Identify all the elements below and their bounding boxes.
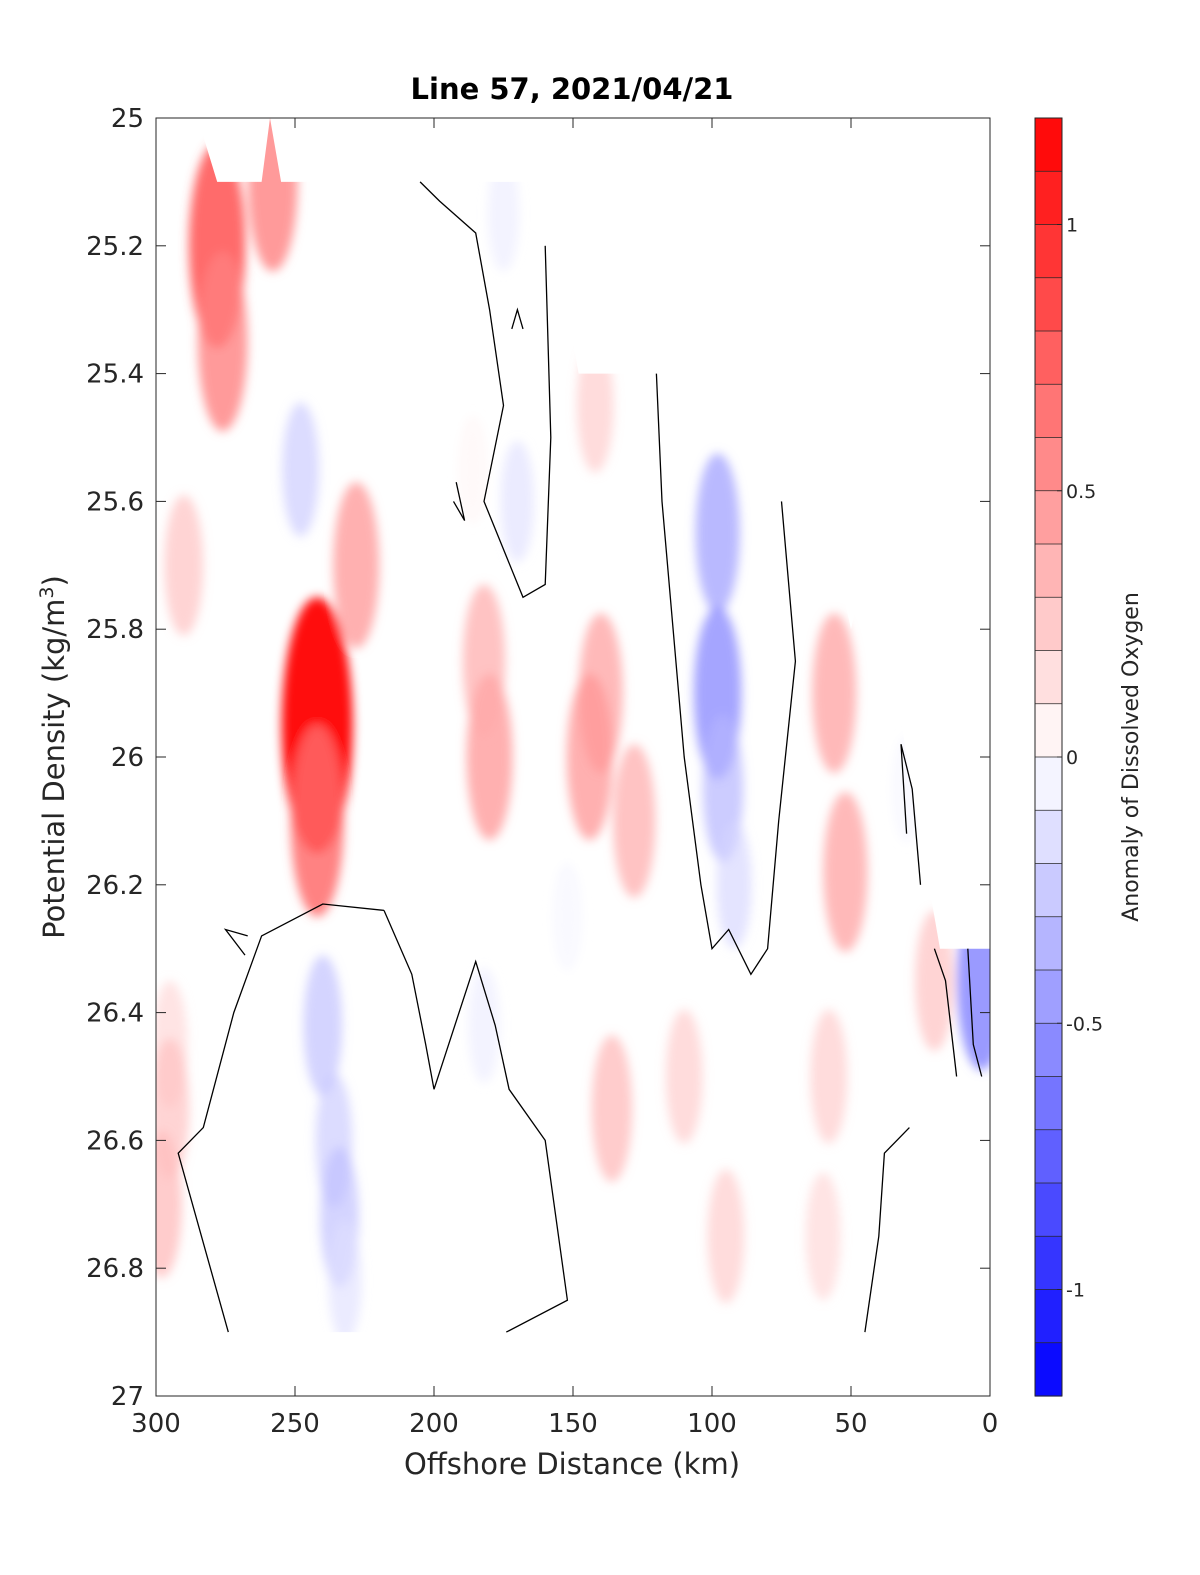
colorbar-segment	[1035, 970, 1062, 1024]
anomaly-blob-19	[566, 673, 613, 841]
colorbar-segment	[1035, 650, 1062, 705]
contour-line-6	[177, 903, 385, 1333]
x-tick-label: 0	[982, 1409, 999, 1439]
y-axis-label-superscript: 3	[36, 586, 58, 598]
y-tick-label: 25.2	[86, 232, 144, 262]
colorbar-segment	[1035, 544, 1062, 598]
anomaly-blob-32	[810, 1009, 848, 1144]
x-tick-label: 150	[548, 1409, 598, 1439]
contour-line-1	[655, 373, 797, 976]
y-tick-label: 25.6	[86, 487, 144, 517]
plot-area: 300 250 200 150 100 50 0 2525.225.425.625.8262…	[86, 104, 998, 1439]
colorbar-segment	[1035, 437, 1062, 492]
anomaly-blob-1	[197, 252, 248, 432]
colorbar-segment	[1035, 810, 1062, 865]
x-axis-label: Offshore Distance (km)	[404, 1447, 740, 1481]
contour-line-0	[419, 181, 552, 599]
anomaly-blob-6	[282, 402, 320, 537]
anomaly-blob-30	[812, 613, 857, 773]
y-tick-label: 26.6	[86, 1126, 144, 1156]
anomaly-blob-17	[487, 156, 520, 272]
contour-line-4	[933, 948, 958, 1077]
contour-line-8	[511, 307, 524, 330]
y-tick-label: 25.4	[86, 360, 144, 390]
y-tick-label: 26.8	[86, 1254, 144, 1284]
x-tick-label: 300	[131, 1409, 181, 1439]
colorbar-segment	[1035, 916, 1062, 971]
colorbar-tick-label: 0.5	[1066, 481, 1096, 503]
colorbar-tick-label: -0.5	[1066, 1013, 1103, 1035]
anomaly-blob-16	[500, 440, 535, 563]
colorbar-segment	[1035, 1289, 1062, 1344]
colorbar-segment	[1035, 384, 1062, 439]
anomaly-blob-4	[290, 725, 344, 917]
colorbar-tick-label: 0	[1066, 747, 1078, 769]
anomaly-blob-22	[613, 744, 656, 898]
y-tick-label: 26	[111, 743, 144, 773]
x-tick-label: 100	[687, 1409, 737, 1439]
anomaly-blob-8	[303, 955, 343, 1096]
colorbar-tick-label: 1	[1066, 215, 1078, 237]
colorbar-segment	[1035, 1076, 1062, 1131]
colorbar-segment	[1035, 1023, 1062, 1078]
y-tick-label: 25	[111, 104, 144, 134]
zero-contour-lines	[177, 181, 983, 1333]
contour-line-3	[967, 948, 983, 1077]
contour-line-10	[223, 928, 248, 956]
colorbar-segment	[1035, 1183, 1062, 1237]
anomaly-blob-29	[716, 820, 752, 949]
colorbar-segment	[1035, 171, 1062, 226]
colorbar-segment	[1035, 1236, 1062, 1291]
y-tick-label: 26.2	[86, 871, 144, 901]
anomaly-blob-25	[707, 1169, 745, 1304]
colorbar-segment	[1035, 863, 1062, 918]
colorbar-segment	[1035, 224, 1062, 279]
anomaly-field	[156, 118, 990, 1333]
contour-line-9	[452, 482, 466, 521]
colorbar-segment	[1035, 118, 1062, 172]
anomaly-blob-23	[591, 1035, 633, 1182]
colorbar-segment	[1035, 757, 1062, 811]
y-tick-label: 25.8	[86, 615, 144, 645]
y-tick-label: 26.4	[86, 999, 144, 1029]
colorbar-segment	[1035, 331, 1062, 385]
colorbar-tick-label: -1	[1066, 1280, 1085, 1302]
colorbar-segment	[1035, 277, 1062, 332]
anomaly-blob-21	[552, 862, 583, 972]
colorbar-segment	[1035, 1129, 1062, 1184]
y-axis: 25 25.2 25.4 25.6 25.8 26 26.2 26.4 26.6 26.8 27	[86, 104, 990, 1412]
anomaly-blob-33	[805, 1172, 841, 1301]
colorbar-segment	[1035, 490, 1062, 545]
anomaly-blob-26	[695, 453, 740, 614]
x-axis: 300 250 200 150 100 50 0	[131, 118, 998, 1439]
contour-line-7	[383, 910, 569, 1333]
anomaly-blob-39	[156, 1038, 190, 1179]
y-axis-label: Potential Density (kg/m3)	[36, 575, 71, 939]
colorbar: 1 0.5 0 -0.5 -1	[1034, 117, 1103, 1397]
anomaly-blob-11	[328, 1220, 362, 1333]
colorbar-label: Anomaly of Dissolved Oxygen	[1119, 592, 1144, 922]
anomaly-blob-5	[333, 482, 380, 649]
x-tick-label: 50	[834, 1409, 867, 1439]
anomaly-blob-31	[823, 792, 868, 952]
colorbar-segment	[1035, 597, 1062, 652]
anomaly-blob-15	[468, 967, 500, 1083]
anomaly-blob-7	[164, 495, 204, 636]
colorbar-segment	[1035, 1342, 1062, 1397]
contour-line-5	[864, 1127, 910, 1333]
x-tick-label: 250	[270, 1409, 320, 1439]
chart-title: Line 57, 2021/04/21	[411, 72, 734, 106]
colorbar-segment	[1035, 703, 1062, 758]
x-tick-label: 200	[409, 1409, 459, 1439]
anomaly-blob-24	[665, 1009, 703, 1144]
y-tick-label: 27	[111, 1382, 144, 1412]
anomaly-blob-14	[458, 415, 488, 524]
anomaly-blob-13	[462, 584, 506, 738]
contour-line-2	[900, 744, 922, 885]
